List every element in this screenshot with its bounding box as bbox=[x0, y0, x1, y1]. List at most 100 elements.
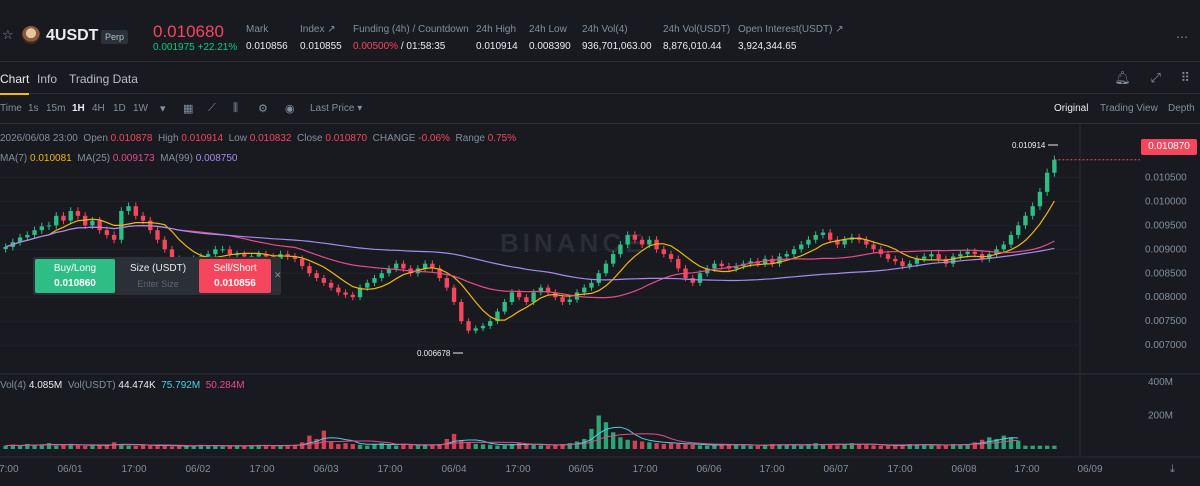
volume-bar bbox=[242, 445, 247, 449]
tab-chart[interactable]: Chart bbox=[0, 72, 30, 95]
volume-bar bbox=[321, 430, 327, 449]
volume-bar bbox=[155, 445, 160, 449]
more-icon[interactable]: ⋯ bbox=[1176, 30, 1188, 44]
buy-long-button[interactable]: Buy/Long 0.010860 bbox=[35, 259, 115, 293]
interval-1h[interactable]: 1H bbox=[72, 103, 85, 114]
volume-bar bbox=[676, 443, 681, 449]
view-trading-view[interactable]: Trading View bbox=[1100, 103, 1158, 114]
volume-bar bbox=[885, 445, 891, 449]
external-link-icon: ↗ bbox=[327, 24, 336, 35]
time-tick-label: 06/07 bbox=[823, 464, 848, 475]
volume-bar bbox=[437, 443, 442, 449]
view-depth[interactable]: Depth bbox=[1168, 103, 1195, 114]
candle-body bbox=[54, 215, 59, 226]
volume-bar bbox=[169, 446, 175, 449]
volume-bar bbox=[639, 441, 645, 449]
tab-actions: 🔔︎ ⤢ ⠿ bbox=[1098, 70, 1190, 86]
candle-body bbox=[943, 258, 949, 264]
indicator-icon[interactable]: ⟋ bbox=[208, 102, 216, 114]
volume-bar bbox=[943, 444, 949, 449]
candle-body bbox=[169, 249, 175, 259]
volume-bar bbox=[907, 443, 912, 449]
candle-body bbox=[459, 301, 464, 322]
volume-bar bbox=[10, 444, 16, 449]
sell-short-button[interactable]: Sell/Short 0.010856 bbox=[199, 259, 271, 293]
chevron-down-icon[interactable]: ▾ bbox=[160, 103, 166, 115]
interval-1s[interactable]: 1s bbox=[28, 103, 39, 114]
price-tick-label: 0.010000 bbox=[1145, 196, 1187, 207]
volume-bar bbox=[422, 445, 428, 449]
candle-type-icon[interactable]: ⫼ bbox=[233, 102, 239, 114]
time-tick-label: 17:00 bbox=[632, 464, 657, 475]
price-tick-label: 0.007000 bbox=[1145, 340, 1187, 351]
size-input[interactable]: Size (USDT) Enter Size bbox=[129, 263, 187, 289]
volume-bar bbox=[299, 442, 305, 449]
candle-body bbox=[748, 261, 753, 264]
time-tick-label: 06/04 bbox=[441, 464, 466, 475]
volume-bar bbox=[54, 445, 59, 449]
price-type-select[interactable]: Last Price ▾ bbox=[310, 103, 363, 114]
interval-time[interactable]: Time bbox=[0, 103, 22, 114]
candle-body bbox=[25, 234, 30, 238]
candle-body bbox=[365, 282, 370, 288]
candlestick-chart[interactable]: 0.010500 0.010000 0.009500 0.009000 0.008500… bbox=[0, 124, 1200, 486]
volume-bar bbox=[524, 444, 529, 449]
candle-body bbox=[531, 292, 536, 302]
candle-body bbox=[32, 230, 37, 235]
view-original[interactable]: Original bbox=[1054, 103, 1089, 114]
symbol-name[interactable]: 4USDT bbox=[46, 27, 99, 44]
candle-body bbox=[820, 232, 826, 235]
volume-bar bbox=[770, 443, 775, 449]
volume-bar bbox=[90, 445, 95, 449]
candle-body bbox=[473, 328, 478, 331]
volume-bar bbox=[871, 445, 876, 449]
interval-1d[interactable]: 1D bbox=[113, 103, 126, 114]
chart-area[interactable]: 0.010500 0.010000 0.009500 0.009000 0.008500… bbox=[0, 124, 1200, 486]
grid-icon[interactable]: ⠿ bbox=[1180, 70, 1190, 85]
price-tick-label: 0.007500 bbox=[1145, 316, 1187, 327]
candle-body bbox=[343, 292, 348, 295]
volume-bar bbox=[741, 445, 746, 449]
volume-bar bbox=[791, 445, 797, 449]
volume-bar bbox=[394, 445, 399, 449]
ma-legend: MA(7) 0.010081 MA(25) 0.009173 MA(99) 0.… bbox=[0, 153, 238, 164]
candle-body bbox=[784, 254, 789, 257]
settings-icon[interactable]: ⚙︎ bbox=[258, 103, 268, 115]
candle-body bbox=[126, 206, 131, 212]
interval-1w[interactable]: 1W bbox=[133, 103, 148, 114]
volume-bar bbox=[806, 443, 811, 449]
tab-info[interactable]: Info bbox=[37, 72, 58, 86]
volume-bar bbox=[690, 444, 695, 449]
candle-body bbox=[3, 246, 8, 250]
volume-bar bbox=[545, 445, 551, 449]
volume-bar bbox=[227, 445, 233, 449]
candle-body bbox=[791, 249, 797, 255]
binance-watermark: BINANCE bbox=[500, 228, 646, 258]
candle-body bbox=[321, 278, 327, 283]
candle-body bbox=[350, 294, 355, 298]
close-icon[interactable]: ✕ bbox=[274, 270, 282, 280]
price-tick-label: 0.010500 bbox=[1145, 173, 1187, 184]
bell-icon[interactable]: 🔔︎ bbox=[1114, 70, 1131, 85]
tab-trading-data[interactable]: Trading Data bbox=[69, 72, 138, 86]
replay-icon[interactable]: ◉ bbox=[285, 103, 295, 115]
candle-body bbox=[242, 254, 247, 257]
volume-bar bbox=[972, 442, 977, 449]
interval-15m[interactable]: 15m bbox=[46, 103, 66, 114]
favorite-star-icon[interactable]: ☆ bbox=[2, 27, 14, 42]
volume-bar bbox=[459, 440, 464, 449]
ma7-line bbox=[5, 200, 1055, 321]
interval-4h[interactable]: 4H bbox=[92, 103, 105, 114]
calendar-icon[interactable]: ▦ bbox=[183, 103, 194, 115]
chart-toolbar: Time 1s 15m 1H 4H 1D 1W ▾ ▦ ⟋ ⫼ ⚙︎ ◉ Las… bbox=[0, 94, 1200, 124]
time-tick-label: 06/08 bbox=[951, 464, 976, 475]
stat-open-interest[interactable]: Open Interest(USDT) ↗ 3,924,344.65 bbox=[738, 24, 844, 52]
time-tick-label: 06/02 bbox=[185, 464, 210, 475]
volume-bar bbox=[849, 443, 855, 449]
expand-icon[interactable]: ⤢ bbox=[1150, 70, 1161, 85]
stat-index[interactable]: Index ↗ 0.010855 bbox=[300, 24, 342, 52]
volume-bar bbox=[705, 445, 710, 449]
volume-bar bbox=[733, 444, 739, 449]
stat-mark: Mark 0.010856 bbox=[246, 24, 288, 52]
volume-bar bbox=[719, 443, 724, 449]
